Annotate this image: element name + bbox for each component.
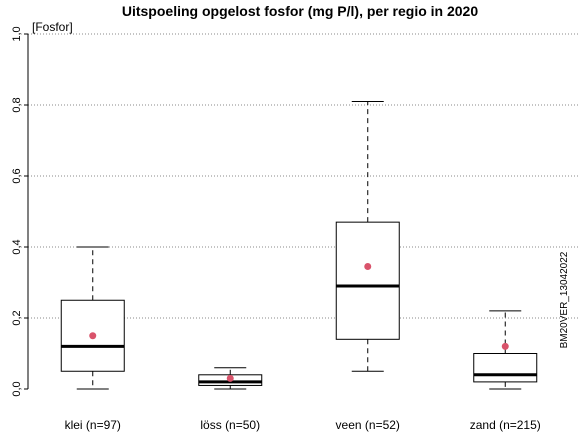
category-label: veen (n=52)	[336, 418, 400, 432]
category-label: löss (n=50)	[200, 418, 260, 432]
box-rect	[473, 353, 538, 383]
category-label: klei (n=97)	[65, 418, 121, 432]
grid-lines	[28, 33, 578, 319]
y-tick-label: 0,8	[11, 97, 23, 112]
category-label: zand (n=215)	[470, 418, 541, 432]
y-tick-label: 0,2	[11, 310, 23, 325]
y-tick-label: 1,0	[11, 26, 23, 41]
boxes	[60, 100, 538, 390]
box-3	[473, 310, 538, 390]
y-axis: 0,0 0,2 0,4 0,6 0,8 1,0	[11, 26, 29, 397]
box-rect	[335, 221, 400, 340]
box-2	[335, 100, 400, 372]
mean-marker	[89, 332, 97, 340]
category-labels: klei (n=97) löss (n=50) veen (n=52) zand (n…	[65, 418, 541, 432]
y-tick-label: 0,4	[11, 239, 23, 254]
mean-marker	[226, 374, 234, 382]
y-tick-label: 0,6	[11, 168, 23, 183]
box-1	[198, 367, 263, 390]
mean-marker	[364, 263, 372, 271]
side-note: BM20VER_13042022	[559, 251, 570, 348]
mean-marker	[501, 342, 509, 350]
box-0	[60, 246, 125, 390]
y-tick-label: 0,0	[11, 381, 23, 396]
y-axis-label: [Fosfor]	[32, 20, 73, 34]
chart-title: Uitspoeling opgelost fosfor (mg P/l), pe…	[122, 3, 478, 19]
